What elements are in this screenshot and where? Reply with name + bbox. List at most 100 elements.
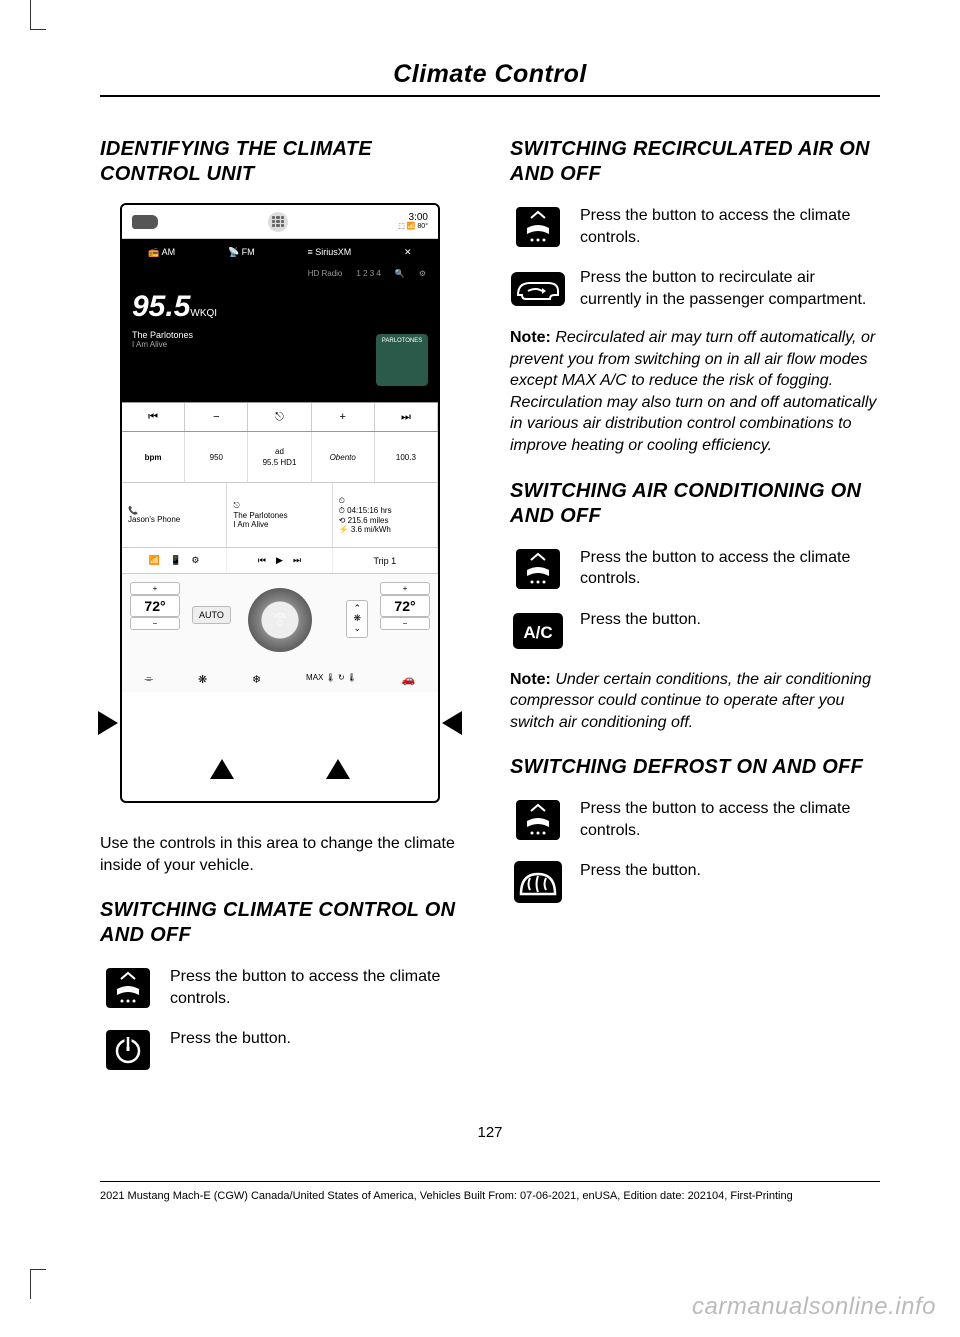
callout-arrow-left: [98, 711, 118, 735]
section-heading: IDENTIFYING THE CLIMATE CONTROL UNIT: [100, 137, 470, 187]
mini1: 📶📱⚙: [122, 548, 227, 573]
section-heading: SWITCHING RECIRCULATED AIR ON AND OFF: [510, 137, 880, 187]
section-heading: SWITCHING AIR CONDITIONING ON AND OFF: [510, 479, 880, 529]
instruction-text: Press the button to access the climate c…: [170, 964, 470, 1009]
radio-info: 95.5WKQI The Parlotones I Am Alive: [132, 290, 217, 394]
search-icon: 🔍: [395, 269, 405, 278]
time-text: 3:00: [398, 212, 428, 223]
apps-icon: [268, 212, 288, 232]
fan-control: ⌃ ❋ ⌄: [346, 600, 368, 638]
left-column: IDENTIFYING THE CLIMATE CONTROL UNIT 3:0…: [100, 137, 470, 1088]
freq-unit: WKQI: [190, 308, 217, 319]
instruction-text: Press the button.: [580, 858, 701, 882]
auto-btn: AUTO: [192, 606, 231, 624]
artist: The Parlotones: [132, 330, 217, 340]
temp-right-val: 72°: [380, 595, 430, 617]
media-line1: The Parlotones: [233, 511, 325, 520]
figure-wrapper: 3:00 ⬚ 📶 80° 📻 AM 📡 FM ≡ SiriusXM ✕ HD R…: [100, 203, 460, 803]
tab-sxm: ≡ SiriusXM: [307, 247, 351, 257]
media-line2: I Am Alive: [233, 520, 325, 529]
instruction-text: Press the button to access the climate c…: [580, 545, 880, 590]
watermark: carmanualsonline.info: [692, 1293, 936, 1321]
ss-status-bar: 3:00 ⬚ 📶 80°: [122, 205, 438, 239]
instruction-text: Press the button to access the climate c…: [580, 796, 880, 841]
crop-mark: [30, 1269, 46, 1299]
minus-btn: −: [185, 403, 248, 431]
radio-subtabs: HD Radio 1 2 3 4 🔍 ⚙: [122, 265, 438, 282]
instruction-text: Press the button.: [170, 1026, 291, 1050]
plus-btn: +: [312, 403, 375, 431]
note-label: Note:: [510, 671, 551, 688]
hd-radio: HD Radio: [308, 269, 343, 278]
presets-num: 1 2 3 4: [356, 269, 380, 278]
frequency: 95.5: [132, 290, 190, 323]
scan-btn: ⎋: [248, 403, 311, 431]
section-heading: SWITCHING DEFROST ON AND OFF: [510, 755, 880, 780]
note-body: Recirculated air may turn off automatica…: [510, 329, 876, 454]
power-icon: [100, 1026, 156, 1074]
status-sub: ⬚ 📶 80°: [398, 223, 428, 231]
body-text: Use the controls in this area to change …: [100, 833, 470, 876]
usb-icon: ⎋: [233, 501, 325, 511]
temp-right: + 72° −: [380, 582, 430, 630]
max-defrost-icon: MAX 🌡 ↻ 🌡: [306, 673, 357, 686]
preset-1: bpm: [122, 432, 185, 482]
note: Note: Recirculated air may turn off auto…: [510, 327, 880, 457]
instruction-row: A/C Press the button.: [510, 607, 880, 655]
trip-l2: ⟲ 215.6 miles: [339, 516, 431, 525]
temp-left-val: 72°: [130, 595, 180, 617]
instruction-row: Press the button.: [100, 1026, 470, 1074]
footer-divider: [100, 1181, 880, 1182]
tune-icon: ⚙: [419, 269, 426, 278]
columns: IDENTIFYING THE CLIMATE CONTROL UNIT 3:0…: [100, 137, 880, 1088]
section-heading: SWITCHING CLIMATE CONTROL ON AND OFF: [100, 898, 470, 948]
instruction-text: Press the button to recirculate air curr…: [580, 265, 880, 310]
page: Climate Control IDENTIFYING THE CLIMATE …: [0, 0, 960, 1242]
instruction-row: Press the button to access the climate c…: [100, 964, 470, 1012]
callout-arrow-up-1: [210, 759, 234, 779]
instruction-row: Press the button to recirculate air curr…: [510, 265, 880, 313]
climate-access-icon: [100, 964, 156, 1012]
preset-3: ad95.5 HD1: [248, 432, 311, 482]
page-number: 127: [100, 1124, 880, 1141]
info-cards: 📞 Jason's Phone ⎋ The Parlotones I Am Al…: [122, 482, 438, 548]
ac-icon: A/C: [510, 607, 566, 655]
radio-body: 95.5WKQI The Parlotones I Am Alive PARLO…: [122, 282, 438, 402]
media-card: ⎋ The Parlotones I Am Alive: [227, 483, 332, 547]
song: I Am Alive: [132, 340, 217, 349]
phone-icon: 📞: [128, 506, 220, 515]
instruction-row: Press the button to access the climate c…: [510, 545, 880, 593]
phone-label: Jason's Phone: [128, 515, 220, 524]
climate-access-icon: [510, 796, 566, 844]
instruction-text: Press the button to access the climate c…: [580, 203, 880, 248]
svg-text:A/C: A/C: [523, 623, 552, 642]
tab-close: ✕: [404, 247, 412, 258]
ac-icon: ❄: [252, 673, 261, 686]
album-art: PARLOTONES: [376, 334, 428, 386]
instruction-row: Press the button to access the climate c…: [510, 796, 880, 844]
trip-card: ⏲ ⏱ 04:15:16 hrs ⟲ 215.6 miles ⚡ 3.6 mi/…: [333, 483, 438, 547]
climate-unit-screenshot: 3:00 ⬚ 📶 80° 📻 AM 📡 FM ≡ SiriusXM ✕ HD R…: [120, 203, 440, 803]
seat-heat-r-icon: 🚗: [402, 673, 416, 686]
mini3: Trip 1: [333, 548, 438, 573]
preset-2: 950: [185, 432, 248, 482]
radio-tabs: 📻 AM 📡 FM ≡ SiriusXM ✕: [122, 239, 438, 265]
trip-icon: ⏲: [339, 496, 431, 506]
chapter-title: Climate Control: [100, 60, 880, 89]
phone-card: 📞 Jason's Phone: [122, 483, 227, 547]
climate-bar: + 72° − + 72° − AUTO VOL ⏻ ⌃: [122, 574, 438, 692]
trip-l3: ⚡ 3.6 mi/kWh: [339, 525, 431, 534]
divider: [100, 95, 880, 97]
prev-btn: ⏮: [122, 403, 185, 431]
footer-text: 2021 Mustang Mach-E (CGW) Canada/United …: [100, 1190, 880, 1202]
tab-fm: 📡 FM: [228, 247, 255, 258]
note: Note: Under certain conditions, the air …: [510, 669, 880, 734]
preset-row: bpm 950 ad95.5 HD1 Obento 100.3: [122, 432, 438, 482]
instruction-row: Press the button.: [510, 858, 880, 906]
vehicle-icon: [132, 215, 158, 229]
recirc-icon: [510, 265, 566, 313]
climate-access-icon: [510, 203, 566, 251]
climate-access-icon: [510, 545, 566, 593]
mini-controls: 📶📱⚙ ⏮▶⏭ Trip 1: [122, 548, 438, 574]
callout-arrow-right: [442, 711, 462, 735]
